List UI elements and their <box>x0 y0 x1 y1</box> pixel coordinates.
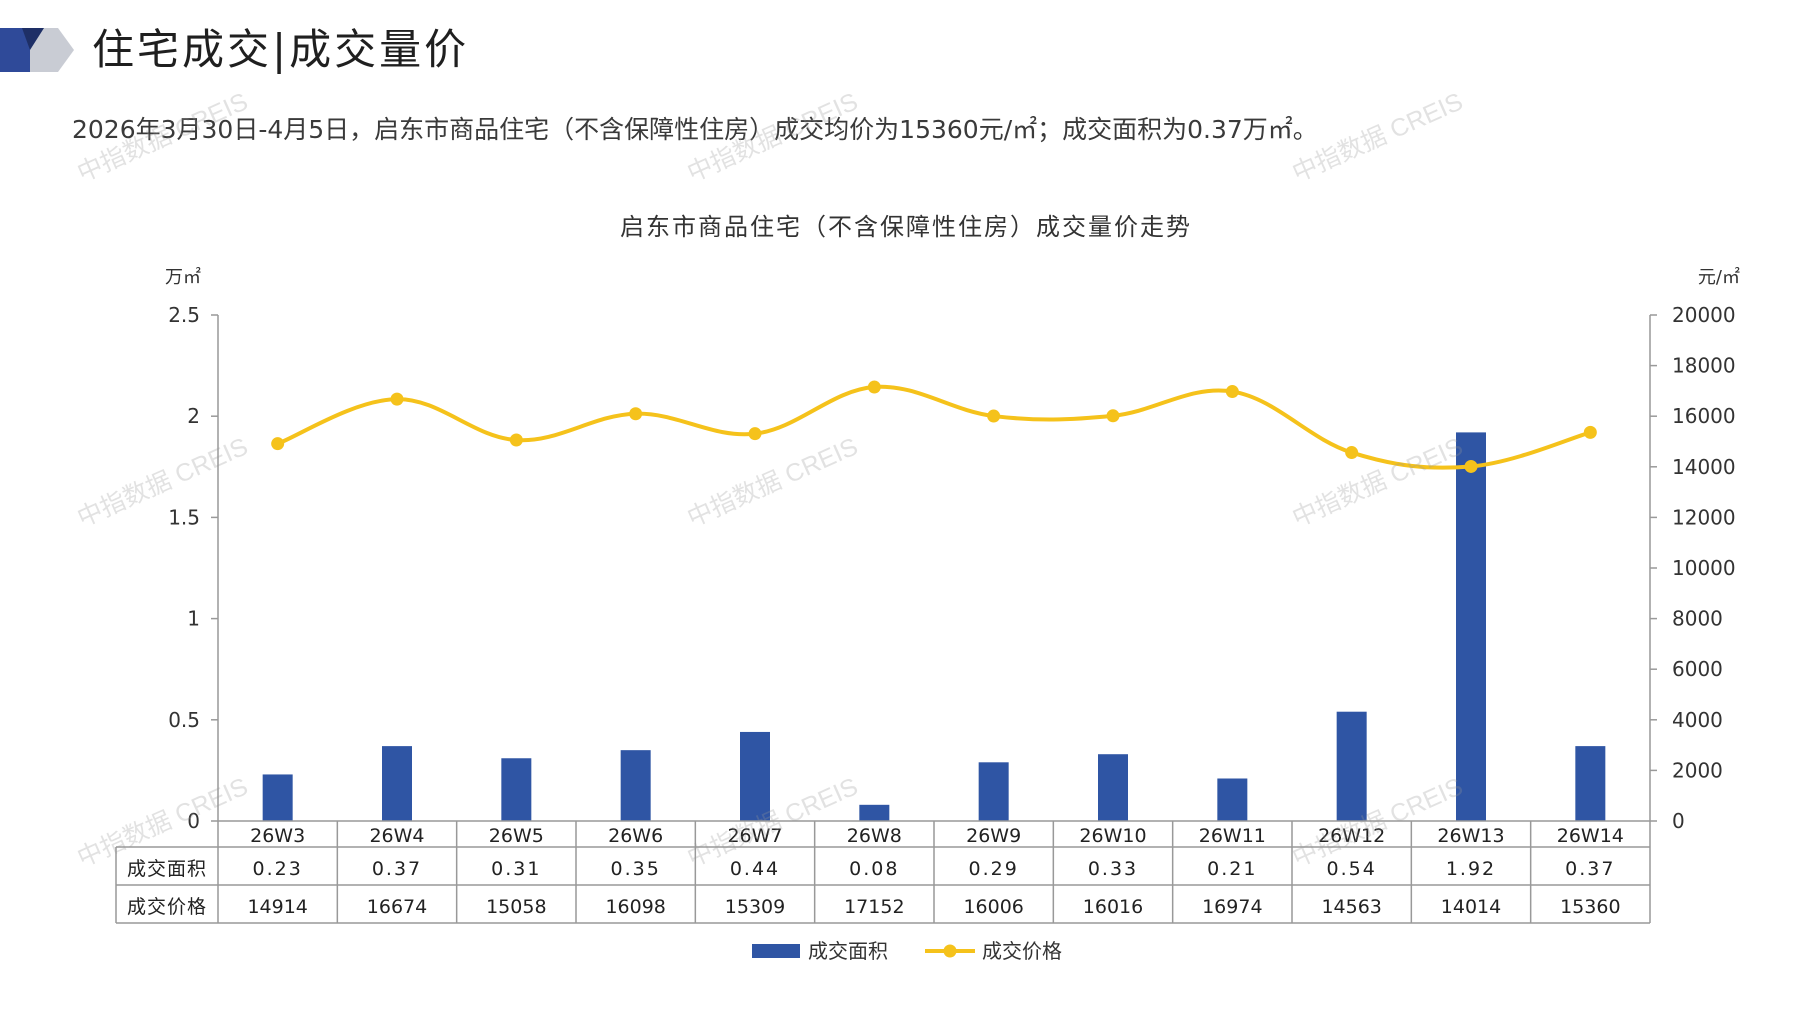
right-y-tick-label: 10000 <box>1672 556 1736 580</box>
price-point-26W12 <box>1345 446 1359 460</box>
right-y-tick-label: 0 <box>1672 809 1685 833</box>
x-tick-label: 26W6 <box>608 825 663 847</box>
right-y-tick-label: 14000 <box>1672 455 1736 479</box>
x-tick-label: 26W12 <box>1318 825 1385 847</box>
table-price-value: 15058 <box>486 896 546 918</box>
chart-title: 启东市商品住宅（不含保障性住房）成交量价走势 <box>620 213 1192 241</box>
x-tick-label: 26W10 <box>1079 825 1146 847</box>
x-tick-label: 26W13 <box>1437 825 1504 847</box>
bar-26W6 <box>620 750 651 821</box>
table-price-value: 15360 <box>1560 896 1620 918</box>
table-price-value: 16974 <box>1202 896 1262 918</box>
legend-area-label: 成交面积 <box>808 939 888 963</box>
price-line <box>276 384 1591 470</box>
price-point-26W10 <box>1106 409 1120 423</box>
table-area-value: 0.37 <box>1565 858 1615 880</box>
table-area-value: 0.33 <box>1088 858 1138 880</box>
price-point-26W4 <box>390 392 404 406</box>
bar-26W12 <box>1336 711 1367 821</box>
price-point-26W3 <box>271 437 285 451</box>
table-area-value: 0.29 <box>969 858 1019 880</box>
legend-area-swatch <box>752 944 800 958</box>
table-area-value: 0.21 <box>1207 858 1257 880</box>
table-price-value: 16674 <box>367 896 427 918</box>
price-point-26W6 <box>629 407 643 421</box>
right-y-tick-label: 18000 <box>1672 354 1736 378</box>
table-area-value: 0.08 <box>849 858 899 880</box>
price-point-26W7 <box>748 427 762 441</box>
x-tick-label: 26W14 <box>1557 825 1624 847</box>
table-area-value: 1.92 <box>1446 858 1496 880</box>
legend-price-label: 成交价格 <box>982 939 1062 963</box>
right-y-tick-label: 4000 <box>1672 708 1723 732</box>
table-price-value: 16016 <box>1083 896 1143 918</box>
table-row-label-price: 成交价格 <box>127 896 207 918</box>
left-y-tick-label: 2 <box>187 404 200 428</box>
left-y-tick-label: 0 <box>187 809 200 833</box>
table-price-value: 16098 <box>605 896 665 918</box>
price-point-26W5 <box>509 433 523 447</box>
summary-text: 2026年3月30日-4月5日，启东市商品住宅（不含保障性住房）成交均价为153… <box>72 115 1318 144</box>
bar-26W5 <box>501 758 532 821</box>
x-tick-label: 26W11 <box>1199 825 1266 847</box>
table-area-value: 0.54 <box>1327 858 1377 880</box>
page-title: 住宅成交|成交量价 <box>92 25 470 74</box>
x-tick-label: 26W5 <box>489 825 544 847</box>
header-logo <box>0 28 74 72</box>
table-area-value: 0.44 <box>730 858 780 880</box>
right-y-tick-label: 20000 <box>1672 303 1736 327</box>
bar-26W9 <box>978 762 1009 821</box>
bar-26W14 <box>1575 746 1606 821</box>
price-point-26W8 <box>867 380 881 394</box>
left-axis-unit: 万㎡ <box>165 266 201 288</box>
bar-26W13 <box>1456 432 1486 821</box>
bar-26W10 <box>1098 754 1128 821</box>
table-area-value: 0.23 <box>253 858 303 880</box>
x-tick-label: 26W4 <box>369 825 424 847</box>
table-price-value: 16006 <box>963 896 1023 918</box>
right-axis-unit: 元/㎡ <box>1698 266 1740 288</box>
x-tick-label: 26W7 <box>727 825 782 847</box>
left-y-tick-label: 1 <box>187 607 200 631</box>
bar-26W7 <box>740 731 770 821</box>
right-y-tick-label: 12000 <box>1672 505 1736 529</box>
table-price-value: 14014 <box>1441 896 1501 918</box>
left-y-tick-label: 0.5 <box>168 708 200 732</box>
right-y-tick-label: 6000 <box>1672 657 1723 681</box>
bar-26W11 <box>1217 778 1248 821</box>
left-y-tick-label: 1.5 <box>168 505 200 529</box>
bar-26W4 <box>382 746 412 821</box>
table-row-label-area: 成交面积 <box>127 858 207 880</box>
price-point-26W9 <box>987 409 1001 423</box>
price-point-26W13 <box>1464 459 1478 473</box>
legend-price-marker <box>943 944 957 958</box>
left-y-tick-label: 2.5 <box>168 303 200 327</box>
table-price-value: 15309 <box>725 896 785 918</box>
right-y-tick-label: 16000 <box>1672 404 1736 428</box>
x-tick-label: 26W3 <box>250 825 305 847</box>
table-price-value: 14563 <box>1321 896 1381 918</box>
table-area-value: 0.35 <box>611 858 661 880</box>
table-area-value: 0.31 <box>491 858 541 880</box>
table-area-value: 0.37 <box>372 858 422 880</box>
bar-26W3 <box>262 774 293 821</box>
price-point-26W11 <box>1225 385 1239 399</box>
price-point-26W14 <box>1583 425 1597 439</box>
x-tick-label: 26W9 <box>966 825 1021 847</box>
bar-26W8 <box>859 804 890 821</box>
right-y-tick-label: 2000 <box>1672 758 1723 782</box>
table-price-value: 14914 <box>247 896 307 918</box>
x-tick-label: 26W8 <box>847 825 902 847</box>
right-y-tick-label: 8000 <box>1672 607 1723 631</box>
table-price-value: 17152 <box>844 896 904 918</box>
